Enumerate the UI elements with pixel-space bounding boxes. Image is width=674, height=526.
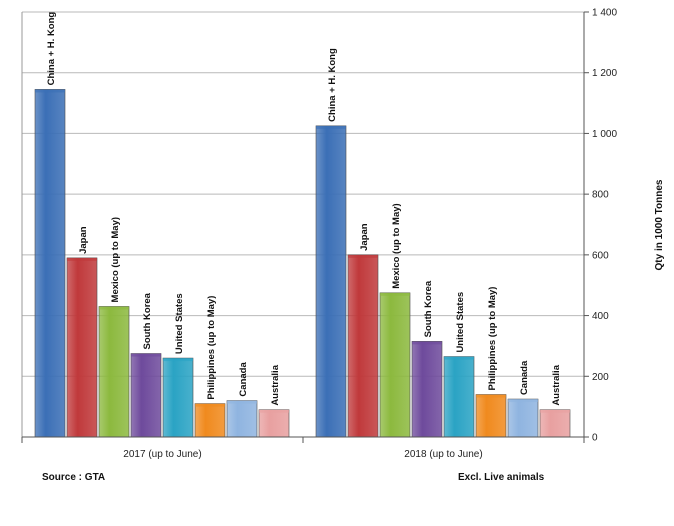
bar-label: Mexico (up to May) [391, 203, 402, 289]
bar-label: Australia [270, 364, 281, 405]
bar-top-highlight [99, 306, 129, 310]
bar-label: Philippines (up to May) [206, 296, 217, 400]
y-tick-label: 600 [592, 250, 609, 261]
bar [539, 409, 571, 438]
bar-top-highlight [227, 400, 257, 404]
bar [226, 400, 258, 438]
y-tick-label: 1 000 [592, 129, 617, 140]
bar-top-highlight [131, 353, 161, 357]
x-axis: 2017 (up to June) 2018 (up to June) [21, 437, 585, 460]
bar-label: Philippines (up to May) [487, 287, 498, 391]
bar [411, 341, 443, 438]
bar-label: Japan [359, 223, 370, 251]
bar-labels: China + H. Kong Japan Mexico (up to May) So… [46, 12, 562, 406]
bar-label: Mexico (up to May) [110, 217, 121, 303]
bar-top-highlight [540, 409, 570, 413]
bar-top-highlight [67, 257, 97, 261]
bar-label: China + H. Kong [327, 48, 338, 122]
bar-top-highlight [316, 125, 346, 129]
x-tick-label: 2017 (up to June) [123, 449, 201, 460]
bar-top-highlight [412, 341, 442, 345]
bar-top-highlight [444, 356, 474, 360]
y-tick-label: 400 [592, 311, 609, 322]
x-tick-label: 2018 (up to June) [404, 449, 482, 460]
bar [162, 357, 194, 438]
bar-top-highlight [348, 254, 378, 258]
bar-label: Japan [78, 226, 89, 254]
bar-top-highlight [259, 409, 289, 413]
bar-label: United States [455, 292, 466, 353]
bar-label: Canada [519, 360, 530, 395]
bar [194, 403, 226, 438]
bar [507, 398, 539, 438]
bar-label: United States [174, 293, 185, 354]
bar-top-highlight [476, 394, 506, 398]
y-tick-label: 0 [592, 433, 598, 444]
bar [443, 356, 475, 438]
bar-label: China + H. Kong [46, 12, 57, 86]
bar [347, 254, 379, 438]
bars [34, 89, 571, 438]
bar [475, 394, 507, 438]
bar-top-highlight [380, 292, 410, 296]
bar-label: Canada [238, 362, 249, 397]
bar [98, 306, 130, 438]
bar-label: Australia [551, 364, 562, 405]
y-tick-label: 800 [592, 190, 609, 201]
bar [258, 409, 290, 438]
exclusion-note: Excl. Live animals [458, 472, 545, 483]
y-tick-label: 1 400 [592, 8, 617, 19]
bar-top-highlight [163, 358, 193, 362]
bar [130, 353, 162, 438]
y-axis-title: Qty in 1000 Tonnes [654, 179, 665, 270]
bar [66, 257, 98, 438]
y-tick-label: 200 [592, 372, 609, 383]
y-tick-label: 1 200 [592, 68, 617, 79]
bar [315, 125, 347, 438]
bar-top-highlight [195, 403, 225, 407]
bar-top-highlight [35, 89, 65, 93]
source-note: Source : GTA [42, 472, 105, 483]
bar-label: South Korea [142, 292, 153, 349]
bar [379, 292, 411, 438]
bar-label: South Korea [423, 280, 434, 337]
bar [34, 89, 66, 438]
bar-top-highlight [508, 399, 538, 403]
